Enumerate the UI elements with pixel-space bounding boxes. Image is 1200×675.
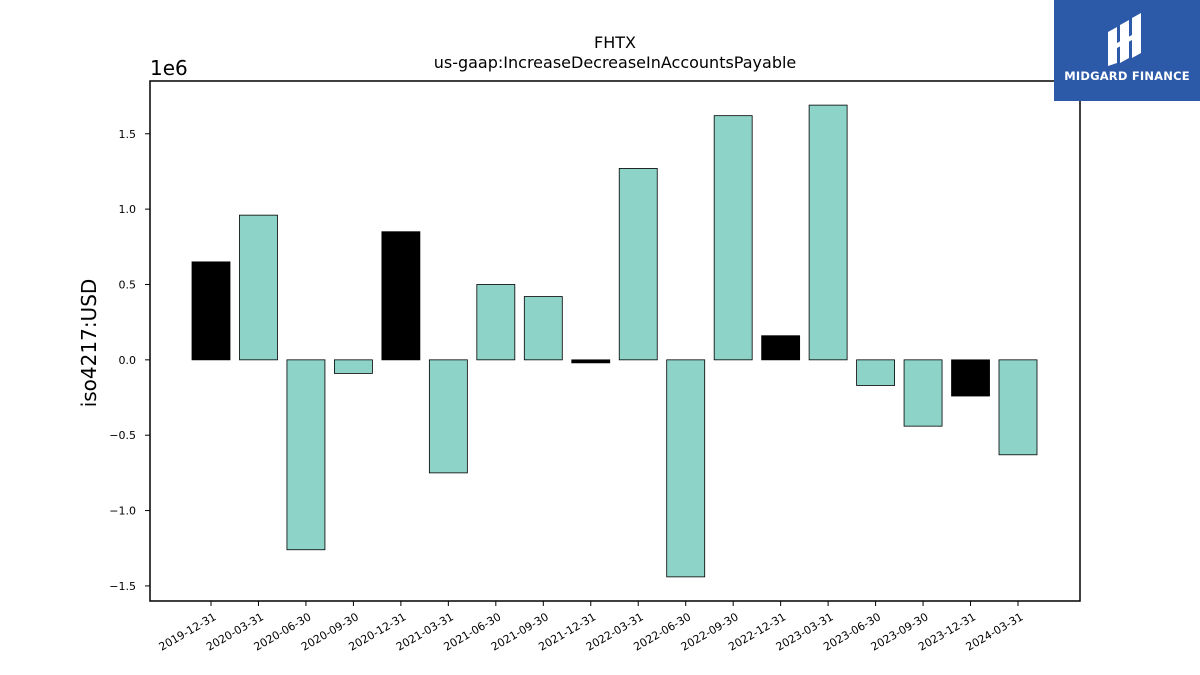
bar-2022-09-30 xyxy=(713,115,753,361)
bar-2021-03-31 xyxy=(428,359,468,474)
bar-2021-09-30 xyxy=(523,296,563,361)
x-axis-ticks: 2019-12-312020-03-312020-06-302020-09-30… xyxy=(157,601,1026,654)
logo-text: MIDGARD FINANCE xyxy=(1064,69,1190,83)
logo-mark-icon xyxy=(1108,13,1141,66)
bar-2021-06-30 xyxy=(476,284,516,361)
y-tick-label: −1.5 xyxy=(109,580,136,593)
chart-subtitle: us-gaap:IncreaseDecreaseInAccountsPayabl… xyxy=(434,53,797,72)
y-tick-label: 1.0 xyxy=(119,203,137,216)
bar-2020-12-31 xyxy=(381,231,421,361)
midgard-finance-logo: MIDGARD FINANCE xyxy=(1054,0,1200,101)
bar-2022-03-31 xyxy=(618,168,658,361)
bar-2024-03-31 xyxy=(998,359,1038,456)
y-tick-label: −1.0 xyxy=(109,505,136,518)
y-tick-label: 1.5 xyxy=(119,128,137,141)
bar-2023-06-30 xyxy=(856,359,895,386)
bar-2023-09-30 xyxy=(903,359,943,427)
bar-2022-12-31 xyxy=(761,335,801,361)
y-tick-label: 0.0 xyxy=(119,354,137,367)
bar-2022-06-30 xyxy=(666,359,706,578)
bar-2020-09-30 xyxy=(334,359,373,374)
y-axis-label: iso4217:USD xyxy=(77,279,101,408)
y-tick-label: 0.5 xyxy=(119,278,137,291)
bar-2023-12-31 xyxy=(951,359,990,397)
bars-group xyxy=(191,104,1038,578)
bar-2021-12-31 xyxy=(571,359,611,364)
bar-2023-03-31 xyxy=(808,104,848,361)
bar-2019-12-31 xyxy=(191,261,231,361)
bar-2020-03-31 xyxy=(239,214,278,361)
plot-frame xyxy=(149,80,1081,602)
y-scale-label: 1e6 xyxy=(150,56,188,80)
chart-title: FHTX xyxy=(594,33,636,52)
bar-2020-06-30 xyxy=(286,359,326,551)
y-tick-label: −0.5 xyxy=(109,429,136,442)
y-axis-ticks: −1.5 −1.0 −0.5 0.0 0.5 1.0 1.5 xyxy=(109,128,150,593)
